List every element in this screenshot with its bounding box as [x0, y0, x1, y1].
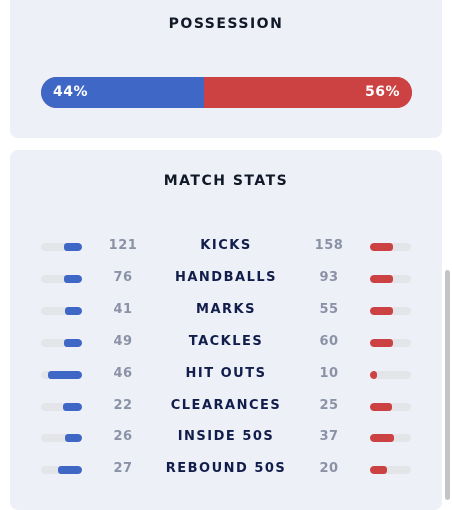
home-stat-value: 76 [113, 269, 133, 285]
stat-row: 76 HANDBALLS 93 [10, 269, 442, 291]
possession-bar: 44% 56% [41, 77, 412, 108]
home-stat-bar [41, 402, 82, 411]
home-stat-bar-fill [63, 338, 82, 347]
possession-home-label: 44% [53, 84, 89, 100]
home-stat-value: 49 [113, 333, 133, 349]
home-stat-bar [41, 274, 82, 283]
away-stat-bar [370, 402, 411, 411]
home-stat-bar-fill [48, 370, 82, 379]
away-stat-value: 158 [314, 238, 344, 253]
stat-label: TACKLES [188, 333, 264, 349]
home-stat-bar-fill [63, 274, 82, 283]
away-stat-value: 20 [319, 461, 339, 477]
stat-label: MARKS [196, 301, 256, 317]
match-stats-card: MATCH STATS 121 KICKS 158 76 HANDBALLS 93 41 MA… [10, 150, 442, 510]
stat-label: HANDBALLS [174, 269, 277, 285]
possession-card: POSSESSION 44% 56% [10, 0, 442, 138]
stat-row: 27 REBOUND 50S 20 [10, 460, 442, 482]
away-stat-bar-fill [370, 434, 395, 443]
home-stat-value: 46 [113, 365, 133, 381]
away-stat-value: 93 [319, 269, 339, 285]
stat-label: REBOUND 50S [165, 461, 287, 477]
possession-home-segment: 44% [41, 77, 205, 108]
away-stat-bar [370, 434, 411, 443]
possession-title: POSSESSION [168, 16, 284, 32]
away-stat-value: 60 [319, 333, 339, 349]
home-stat-bar [41, 243, 82, 251]
home-stat-bar-fill [64, 306, 82, 315]
home-stat-bar-fill [65, 434, 82, 443]
home-stat-bar-fill [64, 243, 82, 251]
stat-row: 46 HIT OUTS 10 [10, 365, 442, 387]
away-stat-bar [370, 466, 411, 475]
match-stats-title: MATCH STATS [163, 173, 289, 189]
home-stat-bar [41, 434, 82, 443]
stat-row: 26 INSIDE 50S 37 [10, 428, 442, 450]
home-stat-bar [41, 466, 82, 475]
away-stat-bar [370, 338, 411, 347]
stat-row: 49 TACKLES 60 [10, 333, 442, 355]
stat-label: KICKS [200, 238, 252, 253]
away-stat-bar-fill [370, 370, 378, 379]
away-stat-bar [370, 243, 411, 251]
home-stat-value: 121 [108, 238, 138, 253]
stat-label: HIT OUTS [185, 365, 267, 381]
stat-row: 121 KICKS 158 [10, 237, 442, 259]
away-stat-bar [370, 274, 411, 283]
away-stat-bar-fill [370, 243, 394, 251]
away-stat-bar-fill [370, 402, 392, 411]
away-stat-value: 37 [319, 429, 339, 445]
home-stat-value: 22 [113, 397, 133, 413]
away-stat-bar [370, 370, 411, 379]
away-stat-value: 25 [319, 397, 339, 413]
home-stat-bar [41, 338, 82, 347]
home-stat-value: 26 [113, 429, 133, 445]
home-stat-bar-fill [62, 402, 82, 411]
home-stat-bar-fill [58, 466, 82, 475]
stat-row: 41 MARKS 55 [10, 301, 442, 323]
away-stat-bar-fill [370, 274, 393, 283]
away-stat-value: 55 [319, 301, 339, 317]
home-stat-value: 27 [113, 461, 133, 477]
scrollbar[interactable] [445, 270, 450, 500]
home-stat-value: 41 [113, 301, 133, 317]
possession-away-label: 56% [364, 84, 400, 100]
away-stat-value: 10 [319, 365, 339, 381]
away-stat-bar-fill [370, 466, 388, 475]
possession-away-segment: 56% [204, 77, 412, 108]
home-stat-bar [41, 370, 82, 379]
stat-row: 22 CLEARANCES 25 [10, 397, 442, 419]
away-stat-bar-fill [370, 306, 394, 315]
stat-label: INSIDE 50S [177, 429, 275, 445]
away-stat-bar [370, 306, 411, 315]
away-stat-bar-fill [370, 338, 393, 347]
home-stat-bar [41, 306, 82, 315]
stat-label: CLEARANCES [170, 397, 282, 413]
